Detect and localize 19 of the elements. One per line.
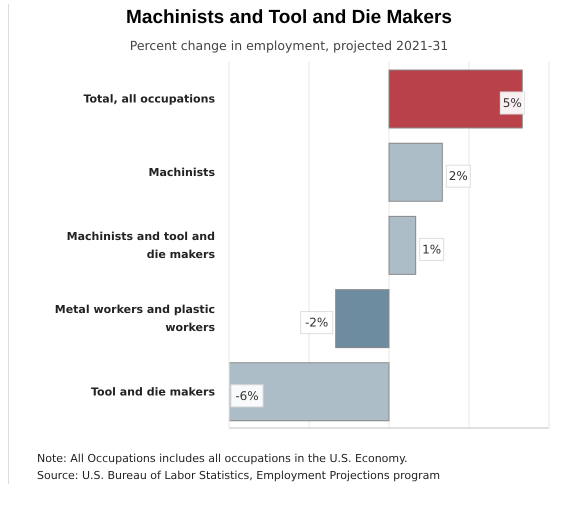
y-tick-label: Machinists: [148, 166, 216, 179]
data-label: 2%: [448, 169, 468, 184]
data-label: -6%: [235, 388, 259, 403]
data-label: -2%: [304, 316, 328, 330]
bar: [388, 216, 416, 275]
bar: [335, 289, 390, 348]
y-tick-label: Metal workers and plastic workers: [54, 303, 216, 334]
chart-title: Machinists and Tool and Die Makers: [125, 6, 453, 30]
bar: [388, 70, 523, 128]
y-tick-label: Tool and die makers: [91, 385, 216, 398]
y-tick-label: Total, all occupations: [83, 92, 216, 106]
chart-subtitle: Percent change in employment, projected 2021-31: [128, 38, 450, 54]
text: Note: All Occupations includes all occupations in the U.S. Economy.: [37, 451, 409, 467]
source-note: Source: U.S. Bureau of Labor Statistics, Employment Projections program: [37, 468, 442, 484]
bar: [229, 362, 390, 422]
y-tick-label: Machinists and tool and die makers: [66, 230, 216, 261]
data-label: 5%: [502, 96, 522, 110]
data-label: 1%: [422, 242, 442, 256]
bar: [388, 142, 443, 202]
